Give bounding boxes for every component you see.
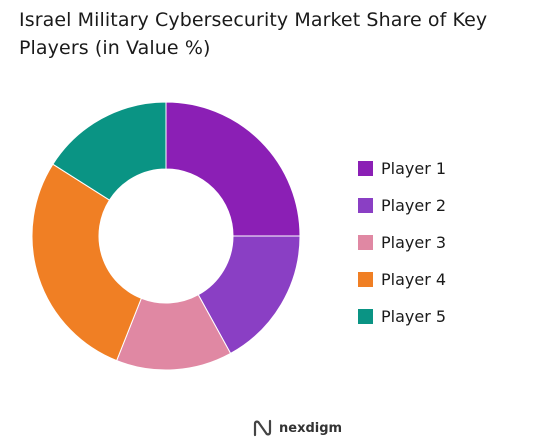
legend-item-player-3: Player 3: [358, 224, 538, 261]
nexdigm-logo-icon: [253, 419, 272, 437]
legend-swatch: [358, 198, 373, 213]
legend-item-player-5: Player 5: [358, 298, 538, 335]
chart-title: Israel Military Cybersecurity Market Sha…: [19, 9, 488, 59]
donut-slice-player-1: [165, 101, 301, 237]
legend-label: Player 4: [381, 270, 447, 289]
legend-swatch: [358, 309, 373, 324]
legend-swatch: [358, 235, 373, 250]
legend-label: Player 3: [381, 233, 447, 252]
legend-item-player-2: Player 2: [358, 187, 538, 224]
legend-item-player-4: Player 4: [358, 261, 538, 298]
donut-slice-player-4: [31, 163, 142, 362]
legend-item-player-1: Player 1: [358, 150, 538, 187]
legend-label: Player 2: [381, 196, 447, 215]
chart-legend: Player 1 Player 2 Player 3 Player 4 Play…: [358, 150, 538, 335]
legend-label: Player 5: [381, 307, 447, 326]
legend-label: Player 1: [381, 159, 447, 178]
legend-swatch: [358, 161, 373, 176]
brand-name: nexdigm: [279, 420, 343, 436]
brand-footer: nexdigm: [252, 418, 342, 438]
donut-slice-player-5: [52, 101, 167, 201]
legend-swatch: [358, 272, 373, 287]
